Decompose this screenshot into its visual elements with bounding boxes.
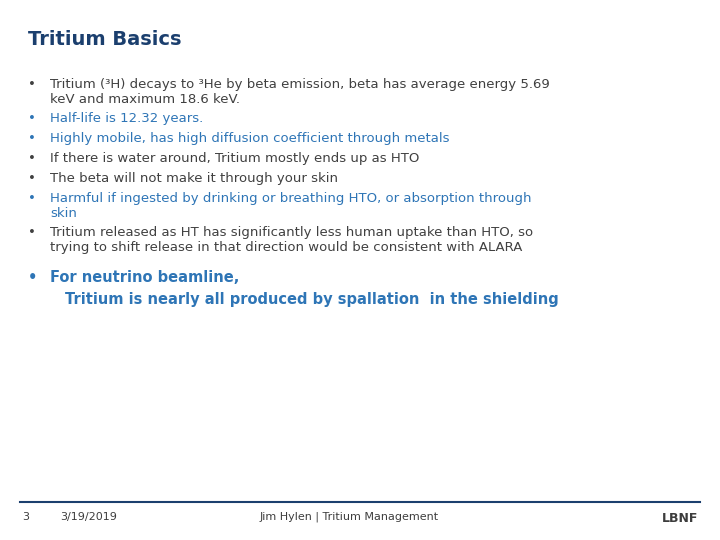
Text: Half-life is 12.32 years.: Half-life is 12.32 years. <box>50 112 203 125</box>
Text: 3/19/2019: 3/19/2019 <box>60 512 117 522</box>
Text: •: • <box>28 152 36 165</box>
Text: Tritium Basics: Tritium Basics <box>28 30 181 49</box>
Text: •: • <box>28 192 36 205</box>
Text: •: • <box>28 172 36 185</box>
Text: For neutrino beamline,: For neutrino beamline, <box>50 270 239 285</box>
Text: Tritium (³H) decays to ³He by beta emission, beta has average energy 5.69
keV an: Tritium (³H) decays to ³He by beta emiss… <box>50 78 550 106</box>
Text: •: • <box>28 78 36 91</box>
Text: If there is water around, Tritium mostly ends up as HTO: If there is water around, Tritium mostly… <box>50 152 419 165</box>
Text: •: • <box>28 132 36 145</box>
Text: The beta will not make it through your skin: The beta will not make it through your s… <box>50 172 338 185</box>
Text: Tritium is nearly all produced by spallation  in the shielding: Tritium is nearly all produced by spalla… <box>65 292 559 307</box>
Text: Highly mobile, has high diffusion coefficient through metals: Highly mobile, has high diffusion coeffi… <box>50 132 449 145</box>
Text: •: • <box>28 226 36 239</box>
Text: LBNF: LBNF <box>662 512 698 525</box>
Text: Harmful if ingested by drinking or breathing HTO, or absorption through
skin: Harmful if ingested by drinking or breat… <box>50 192 531 220</box>
Text: Tritium released as HT has significantly less human uptake than HTO, so
trying t: Tritium released as HT has significantly… <box>50 226 533 254</box>
Text: •: • <box>28 112 36 125</box>
Text: Jim Hylen | Tritium Management: Jim Hylen | Tritium Management <box>260 512 439 523</box>
Text: •: • <box>28 270 37 285</box>
Text: 3: 3 <box>22 512 29 522</box>
